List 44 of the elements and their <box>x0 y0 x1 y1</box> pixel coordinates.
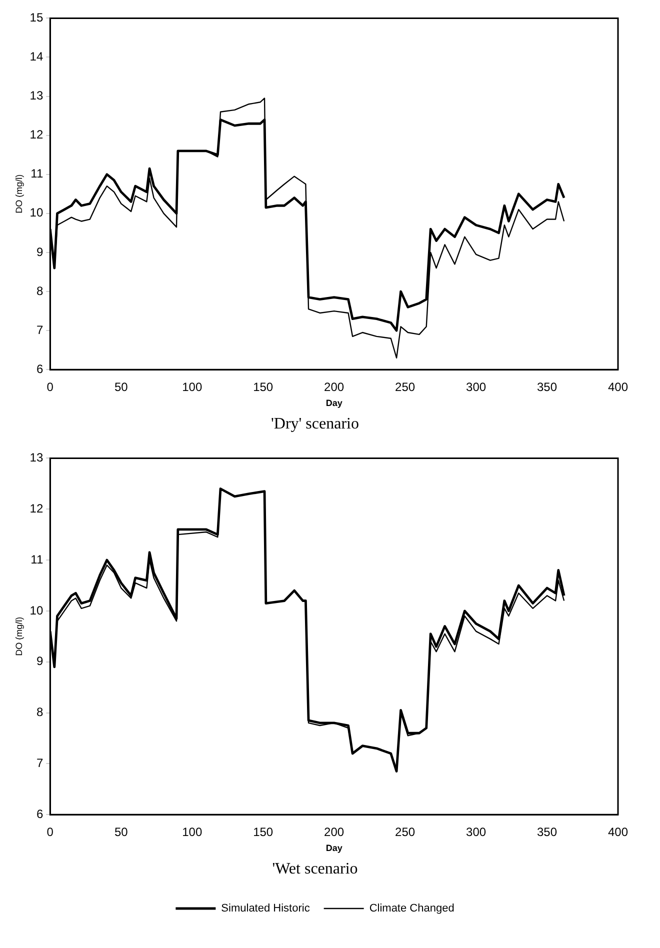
y-tick-label: 9 <box>36 244 44 259</box>
y-tick-label: 14 <box>30 50 44 64</box>
y-tick-label: 12 <box>30 128 44 142</box>
y-axis-title: DO (mg/l) <box>14 616 24 656</box>
x-tick-label: 0 <box>46 380 54 394</box>
x-tick-label: 300 <box>466 825 486 840</box>
y-tick-label: 6 <box>36 362 44 376</box>
x-tick-label: 400 <box>608 380 628 394</box>
x-tick-label: 250 <box>395 380 416 394</box>
y-tick-label: 8 <box>36 705 44 720</box>
x-tick-label: 50 <box>114 380 128 394</box>
y-tick-label: 11 <box>30 166 44 181</box>
y-tick-label: 6 <box>36 806 44 821</box>
x-tick-label: 100 <box>182 380 202 394</box>
x-tick-label: 100 <box>182 825 202 840</box>
y-tick-label: 12 <box>30 501 44 516</box>
x-tick-label: 300 <box>466 380 486 394</box>
y-tick-label: 13 <box>30 88 44 103</box>
text: 'Wet scenario <box>272 860 358 878</box>
legend-label: Climate Changed <box>369 902 454 915</box>
x-axis-title: Day <box>326 398 342 408</box>
y-tick-label: 10 <box>30 206 44 220</box>
x-tick-label: 400 <box>608 825 628 840</box>
x-tick-label: 200 <box>324 825 344 840</box>
x-axis-title: Day <box>326 842 342 853</box>
y-tick-label: 9 <box>36 654 44 668</box>
legend-label: Simulated Historic <box>221 902 310 915</box>
x-tick-label: 150 <box>253 825 274 840</box>
x-tick-label: 250 <box>395 825 416 840</box>
x-tick-label: 350 <box>537 380 558 394</box>
x-tick-label: 0 <box>46 825 54 840</box>
x-tick-label: 150 <box>253 380 274 394</box>
text: 'Dry' scenario <box>271 416 359 433</box>
y-tick-label: 10 <box>30 603 44 618</box>
x-tick-label: 350 <box>537 825 558 840</box>
y-tick-label: 8 <box>36 284 44 298</box>
y-tick-label: 15 <box>30 10 44 25</box>
y-tick-label: 7 <box>36 756 44 770</box>
x-tick-label: 200 <box>324 380 344 394</box>
y-tick-label: 13 <box>30 450 44 465</box>
y-tick-label: 7 <box>36 322 44 337</box>
y-axis-title: DO (mg/l) <box>14 174 24 214</box>
x-tick-label: 50 <box>114 825 128 840</box>
y-tick-label: 11 <box>30 552 44 566</box>
